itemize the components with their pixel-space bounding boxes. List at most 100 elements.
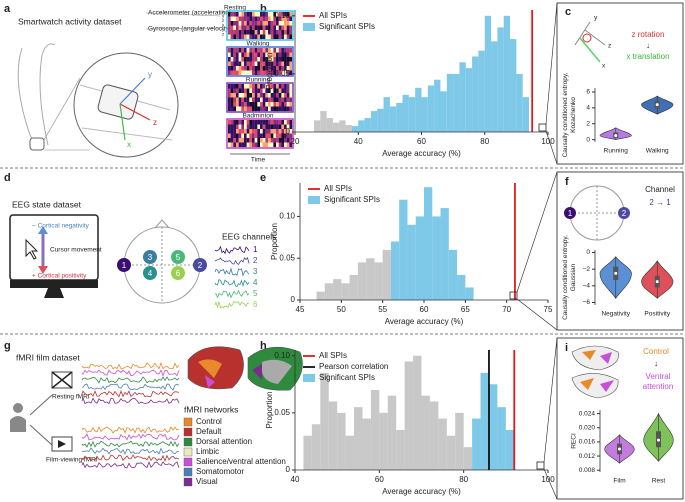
heatmap-cell xyxy=(236,93,239,98)
heatmap-cell xyxy=(289,61,293,67)
eeg-trace xyxy=(214,300,249,309)
heatmap-cell xyxy=(228,124,231,130)
heatmap-cell xyxy=(260,120,263,125)
heatmap-cell xyxy=(262,61,266,67)
electrode-label: 1 xyxy=(568,209,573,218)
heatmap-cell xyxy=(278,30,282,35)
y-tick-label: 0.05 xyxy=(274,408,290,417)
heatmap-cell xyxy=(238,102,242,107)
electrode xyxy=(117,258,131,272)
axis-letter: x xyxy=(222,23,225,28)
heatmap-cell xyxy=(273,21,277,26)
heatmap-cell xyxy=(254,129,258,134)
heatmap-cell xyxy=(233,21,237,26)
heatmap-cell xyxy=(249,30,253,35)
heatmap-cell xyxy=(281,88,285,94)
heatmap-cell xyxy=(249,16,253,22)
x-tick-label: 40 xyxy=(291,475,300,484)
heatmap-cell xyxy=(286,102,290,107)
heatmap-cell xyxy=(284,48,287,53)
heatmap-cell xyxy=(236,34,239,40)
positivity-label: + Cortical positivity xyxy=(32,273,87,280)
heatmap-cell xyxy=(230,61,234,67)
histogram-bar xyxy=(413,355,422,470)
histogram-bar xyxy=(320,372,329,470)
heatmap-cell xyxy=(265,48,269,53)
heatmap-cell xyxy=(278,61,282,67)
heatmap-cell xyxy=(273,70,277,76)
heatmap-cell xyxy=(260,12,263,17)
heatmap-cell xyxy=(278,102,282,107)
channel-label: 1 xyxy=(253,245,258,254)
heatmap-cell xyxy=(270,70,274,76)
heatmap-cell xyxy=(233,88,237,94)
heatmap-cell xyxy=(244,129,247,134)
heatmap-cell xyxy=(254,52,258,58)
heatmap-cell xyxy=(270,12,274,17)
heatmap-cell xyxy=(249,120,253,125)
channel-label: 2 xyxy=(253,256,258,265)
heatmap-cell xyxy=(284,70,287,76)
source-label: Control xyxy=(643,347,669,356)
heatmap-cell xyxy=(254,61,258,67)
heatmap-cell xyxy=(270,124,274,130)
y-tick-label: 0.10 xyxy=(274,11,290,20)
heatmap-cell xyxy=(284,66,287,71)
heatmap-cell xyxy=(244,70,247,76)
y-axis-label: Proportion xyxy=(265,53,274,90)
histogram-bar xyxy=(370,111,378,132)
heatmap-cell xyxy=(228,106,231,112)
heatmap-cell xyxy=(268,102,271,107)
heatmap-border xyxy=(226,10,294,41)
heatmap-cell xyxy=(236,16,239,22)
panel-label: h xyxy=(260,340,267,352)
heatmap-cell xyxy=(230,21,234,26)
arrow xyxy=(29,424,53,446)
histogram-bar xyxy=(472,56,479,132)
heatmap-cell xyxy=(289,138,293,143)
heatmap-cell xyxy=(268,84,271,89)
heatmap-cell xyxy=(289,21,293,26)
heatmap-cell xyxy=(268,70,271,76)
histogram-bar xyxy=(408,97,416,132)
heatmap-cell xyxy=(252,25,255,31)
electrode xyxy=(171,266,185,280)
panel-label: c xyxy=(565,6,571,18)
axis-letter: y xyxy=(222,27,225,32)
heatmap-cell xyxy=(228,52,231,58)
rotation-label: z rotation xyxy=(632,30,665,39)
heatmap-cell xyxy=(244,106,247,112)
heatmap-cell xyxy=(270,61,274,67)
heatmap-cell xyxy=(228,12,231,17)
heatmap-cell xyxy=(252,120,255,125)
heatmap-cell xyxy=(276,21,279,26)
heatmap-cell xyxy=(249,21,253,26)
heatmap-cell xyxy=(252,61,255,67)
heatmap-cell xyxy=(265,120,269,125)
arrow: ↓ xyxy=(654,359,658,368)
y-tick-label: −2 xyxy=(583,266,591,273)
y-axis-label: Causally conditioned entropy,Kozachenko xyxy=(562,72,577,157)
x-tick-label: 100 xyxy=(541,137,555,146)
heatmap-cell xyxy=(252,84,255,89)
y-tick-label: 0.05 xyxy=(274,69,290,78)
heatmap-cell xyxy=(273,138,277,143)
legend-label: All SPIs xyxy=(319,11,347,20)
heatmap-cell xyxy=(262,70,266,76)
histogram-bar xyxy=(421,97,428,132)
heatmap-cell xyxy=(281,97,285,103)
electrode-label: 3 xyxy=(148,253,153,262)
x-tick-label: 75 xyxy=(544,305,553,314)
heatmap-cell xyxy=(246,124,250,130)
histogram-bar xyxy=(491,41,498,132)
heatmap-cell xyxy=(254,102,258,107)
heatmap-cell xyxy=(284,52,287,58)
heatmap-cell xyxy=(244,93,247,98)
heatmap-cell xyxy=(241,48,245,53)
heatmap-cell xyxy=(252,93,255,98)
heatmap-cell xyxy=(244,25,247,31)
axis-letter: y xyxy=(594,15,598,22)
heatmap-cell xyxy=(270,142,274,148)
heatmap-cell xyxy=(230,84,234,89)
heatmap-cell xyxy=(236,133,239,139)
